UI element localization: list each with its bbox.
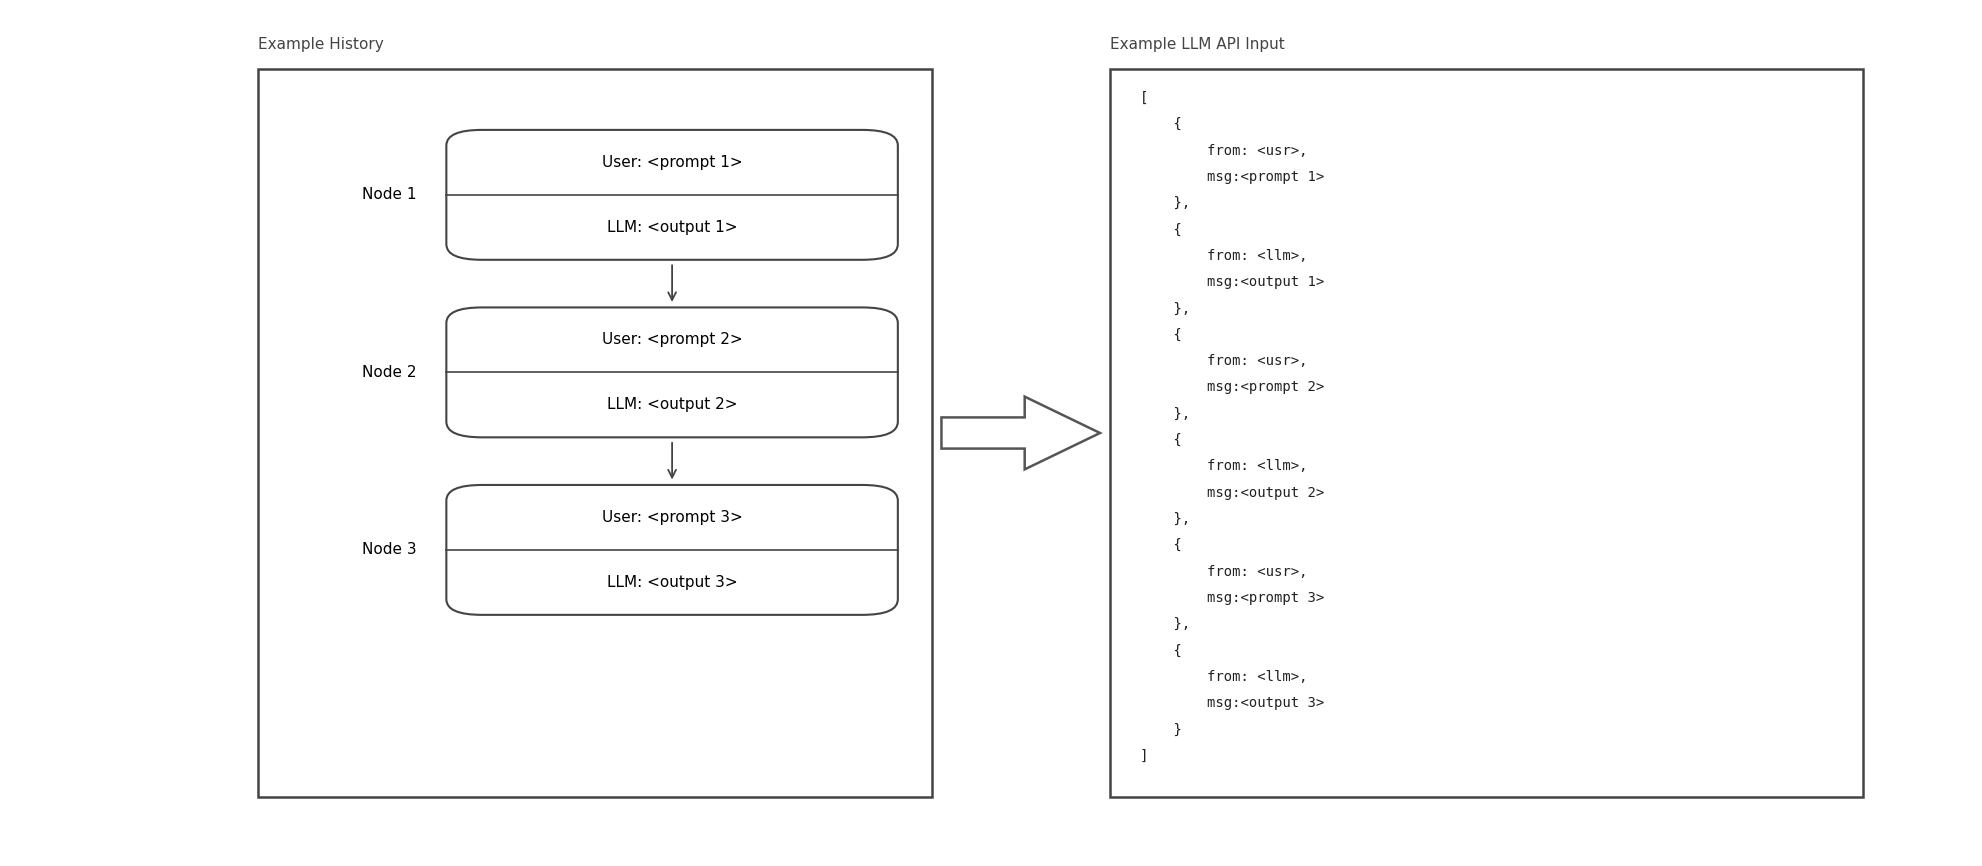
Text: msg:<output 2>: msg:<output 2> — [1140, 486, 1324, 500]
Text: {: { — [1140, 643, 1181, 657]
Text: },: }, — [1140, 617, 1189, 631]
Bar — [1110, 69, 1863, 797]
FancyBboxPatch shape — [446, 485, 898, 615]
FancyBboxPatch shape — [446, 130, 898, 260]
Text: from: <llm>,: from: <llm>, — [1140, 669, 1308, 684]
Text: msg:<prompt 1>: msg:<prompt 1> — [1140, 170, 1324, 184]
Text: {: { — [1140, 539, 1181, 553]
Text: {: { — [1140, 223, 1181, 236]
Text: }: } — [1140, 722, 1181, 736]
Text: from: <usr>,: from: <usr>, — [1140, 354, 1308, 368]
Text: msg:<output 1>: msg:<output 1> — [1140, 275, 1324, 289]
FancyBboxPatch shape — [446, 307, 898, 437]
Text: Node 3: Node 3 — [363, 542, 416, 558]
Text: msg:<prompt 2>: msg:<prompt 2> — [1140, 380, 1324, 394]
Text: },: }, — [1140, 512, 1189, 526]
Text: },: }, — [1140, 407, 1189, 421]
Polygon shape — [941, 397, 1100, 469]
Text: {: { — [1140, 117, 1181, 132]
Text: User: <prompt 3>: User: <prompt 3> — [603, 510, 743, 525]
Text: LLM: <output 1>: LLM: <output 1> — [606, 220, 737, 235]
Text: [: [ — [1140, 91, 1148, 105]
Text: Example LLM API Input: Example LLM API Input — [1110, 37, 1284, 52]
Text: },: }, — [1140, 197, 1189, 210]
Text: from: <usr>,: from: <usr>, — [1140, 144, 1308, 158]
Text: Node 1: Node 1 — [363, 187, 416, 203]
Text: {: { — [1140, 327, 1181, 342]
Text: Node 2: Node 2 — [363, 365, 416, 380]
Text: ]: ] — [1140, 749, 1148, 763]
Bar — [258, 69, 932, 797]
Text: LLM: <output 2>: LLM: <output 2> — [606, 397, 737, 412]
Text: },: }, — [1140, 301, 1189, 315]
Text: from: <usr>,: from: <usr>, — [1140, 565, 1308, 578]
Text: LLM: <output 3>: LLM: <output 3> — [606, 575, 737, 590]
Text: from: <llm>,: from: <llm>, — [1140, 249, 1308, 262]
Text: msg:<output 3>: msg:<output 3> — [1140, 696, 1324, 710]
Text: {: { — [1140, 433, 1181, 447]
Text: User: <prompt 2>: User: <prompt 2> — [603, 333, 743, 347]
Text: User: <prompt 1>: User: <prompt 1> — [603, 155, 743, 170]
Text: Example History: Example History — [258, 37, 383, 52]
Text: from: <llm>,: from: <llm>, — [1140, 459, 1308, 474]
Text: msg:<prompt 3>: msg:<prompt 3> — [1140, 591, 1324, 604]
